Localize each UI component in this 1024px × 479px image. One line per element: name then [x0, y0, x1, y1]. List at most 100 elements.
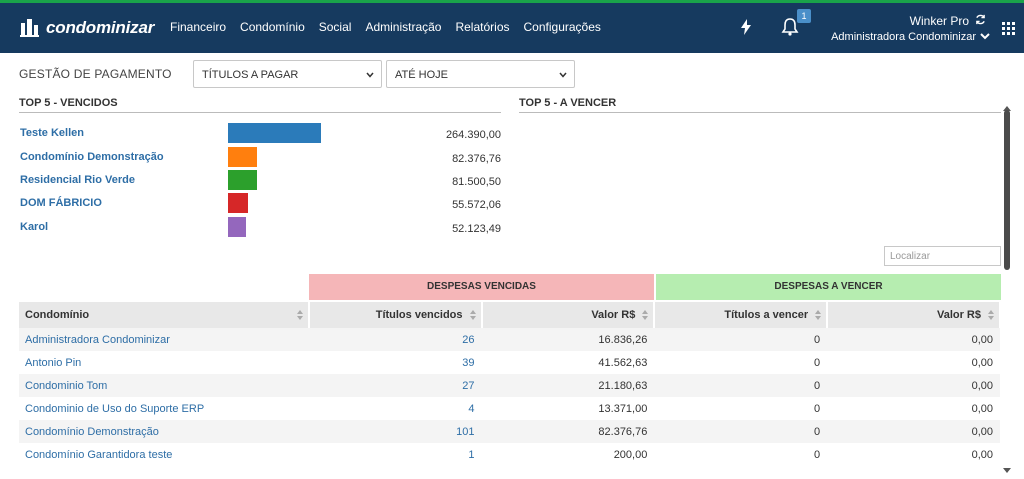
top5-item-value: 264.390,00	[445, 129, 501, 141]
cell-condominio[interactable]: Administradora Condominizar	[19, 328, 309, 351]
cell-titulos-a-vencer: 0	[814, 402, 821, 415]
top5-vencidos-title: TOP 5 - VENCIDOS	[19, 97, 501, 113]
cell-titulos-vencidos[interactable]: 101	[308, 420, 482, 443]
top5-bar	[228, 217, 246, 237]
sort-icon	[642, 310, 649, 320]
cell-valor-vencidos: 82.376,76	[481, 420, 655, 443]
chevron-down-icon	[559, 70, 567, 78]
top5-item-value: 82.376,76	[452, 153, 501, 165]
apps-grid-icon[interactable]	[1002, 22, 1015, 35]
cell-condominio[interactable]: Condominio de Uso do Suporte ERP	[25, 402, 205, 415]
top5-item-name[interactable]: Teste Kellen	[20, 127, 84, 139]
org-name: Administradora Condominizar	[831, 31, 976, 43]
cell-valor-vencidos: 16.836,26	[481, 328, 655, 351]
top5-item-name[interactable]: Karol	[20, 221, 49, 233]
user-name: Winker Pro	[909, 14, 969, 28]
top5-bar	[228, 193, 248, 213]
table-row: Condomínio Garantidora teste 1 200,00 0 …	[19, 443, 1000, 466]
scroll-down-arrow-icon[interactable]	[1003, 461, 1011, 473]
top5-item-value: 52.123,49	[452, 223, 501, 235]
column-header-titulos-vencidos[interactable]: Títulos vencidos	[308, 302, 483, 328]
sort-icon	[815, 310, 822, 320]
top5-item-name[interactable]: DOM FÁBRICIO	[20, 197, 102, 209]
cell-titulos-vencidos[interactable]: 27	[308, 374, 482, 397]
search-input[interactable]: Localizar	[884, 246, 1001, 266]
user-switcher[interactable]: Winker Pro	[910, 14, 986, 28]
period-select-value: ATÉ HOJE	[395, 69, 448, 81]
scrollbar-thumb[interactable]	[1004, 110, 1010, 270]
top5-row: Teste Kellen 264.390,00	[19, 123, 501, 149]
table-row: Antonio Pin 39 41.562,63 0 0,00	[19, 351, 1000, 374]
cell-condominio[interactable]: Condomínio Garantidora teste	[25, 448, 173, 461]
nav-configuracoes[interactable]: Configurações	[523, 20, 601, 34]
sort-icon	[988, 310, 994, 320]
cell-valor-vencidos: 13.371,00	[598, 402, 648, 415]
cell-valor-vencidos: 21.180,63	[481, 374, 655, 397]
cell-titulos-vencidos[interactable]: 4	[468, 402, 475, 415]
cell-titulos-vencidos[interactable]: 39	[462, 356, 475, 369]
cell-valor-a-vencer: 0,00	[971, 448, 993, 461]
cell-condominio[interactable]: Antonio Pin	[25, 356, 82, 369]
cell-titulos-a-vencer: 0	[654, 374, 828, 397]
cell-titulos-a-vencer: 0	[654, 328, 828, 351]
table-row: Condominio de Uso do Suporte ERP 4 13.37…	[19, 397, 1000, 420]
top-navbar: condominizar Financeiro Condomínio Socia…	[0, 0, 1024, 53]
cell-titulos-a-vencer: 0	[814, 356, 821, 369]
period-select[interactable]: ATÉ HOJE	[386, 60, 575, 88]
cell-titulos-vencidos[interactable]: 1	[468, 448, 475, 461]
cell-valor-vencidos: 41.562,63	[598, 356, 648, 369]
cell-valor-a-vencer: 0,00	[827, 328, 1000, 351]
bolt-icon[interactable]	[740, 19, 752, 40]
group-header-vencidas: DESPESAS VENCIDAS	[309, 274, 654, 300]
top5-bar	[228, 123, 321, 143]
nav-social[interactable]: Social	[318, 20, 352, 34]
sort-icon	[296, 310, 303, 320]
brand-name: condominizar	[46, 18, 155, 37]
type-select[interactable]: TÍTULOS A PAGAR	[193, 60, 382, 88]
column-header-condominio[interactable]: Condomínio	[19, 302, 310, 328]
top5-row: Condomínio Demonstração 82.376,76	[19, 147, 501, 173]
org-switcher[interactable]: Administradora Condominizar	[831, 31, 990, 43]
cell-condominio[interactable]: Condomínio Demonstração	[19, 420, 309, 443]
nav-condominio[interactable]: Condomínio	[240, 20, 305, 34]
column-header-titulos-a-vencer[interactable]: Títulos a vencer	[654, 302, 829, 328]
top5-bar	[228, 170, 257, 190]
top5-item-value: 81.500,50	[452, 176, 501, 188]
type-select-value: TÍTULOS A PAGAR	[202, 69, 299, 81]
group-header-a-vencer: DESPESAS A VENCER	[656, 274, 1001, 300]
refresh-icon[interactable]	[975, 14, 986, 28]
cell-valor-a-vencer: 0,00	[827, 374, 1000, 397]
nav-financeiro[interactable]: Financeiro	[170, 20, 227, 34]
cell-titulos-a-vencer: 0	[814, 448, 821, 461]
table-row: Condominio Tom 27 21.180,63 0 0,00	[19, 374, 1000, 397]
cell-valor-vencidos: 200,00	[613, 448, 648, 461]
brand-logo[interactable]: condominizar	[19, 17, 154, 39]
notification-badge: 1	[797, 9, 811, 23]
scroll-up-arrow-icon[interactable]	[1003, 98, 1011, 111]
cell-titulos-vencidos[interactable]: 26	[308, 328, 482, 351]
nav-administracao[interactable]: Administração	[365, 20, 442, 34]
bell-icon[interactable]	[781, 17, 799, 37]
cell-valor-a-vencer: 0,00	[971, 356, 993, 369]
column-header-valor-a-vencer[interactable]: Valor R$	[827, 302, 1001, 328]
top5-item-name[interactable]: Residencial Rio Verde	[20, 174, 135, 186]
top5-item-value: 55.572,06	[452, 199, 501, 211]
cell-valor-a-vencer: 0,00	[971, 402, 993, 415]
main-nav: Financeiro Condomínio Social Administraç…	[170, 20, 615, 34]
top5-bar	[228, 147, 257, 167]
cell-condominio[interactable]: Condominio Tom	[19, 374, 309, 397]
cell-titulos-a-vencer: 0	[654, 420, 828, 443]
column-header-valor-vencidos[interactable]: Valor R$	[481, 302, 656, 328]
chevron-down-icon	[980, 31, 990, 43]
top5-a-vencer-title: TOP 5 - A VENCER	[519, 97, 1001, 113]
condominio-table: Condomínio Títulos vencidos Valor R$ Tít…	[19, 302, 1001, 466]
top5-row: DOM FÁBRICIO 55.572,06	[19, 193, 501, 219]
building-logo-icon	[19, 17, 41, 39]
cell-valor-a-vencer: 0,00	[827, 420, 1000, 443]
sort-icon	[469, 310, 476, 320]
table-row: Condomínio Demonstração 101 82.376,76 0 …	[19, 420, 1000, 443]
table-row: Administradora Condominizar 26 16.836,26…	[19, 328, 1000, 351]
nav-relatorios[interactable]: Relatórios	[455, 20, 510, 34]
top5-row: Karol 52.123,49	[19, 217, 501, 243]
top5-item-name[interactable]: Condomínio Demonstração	[20, 151, 164, 163]
